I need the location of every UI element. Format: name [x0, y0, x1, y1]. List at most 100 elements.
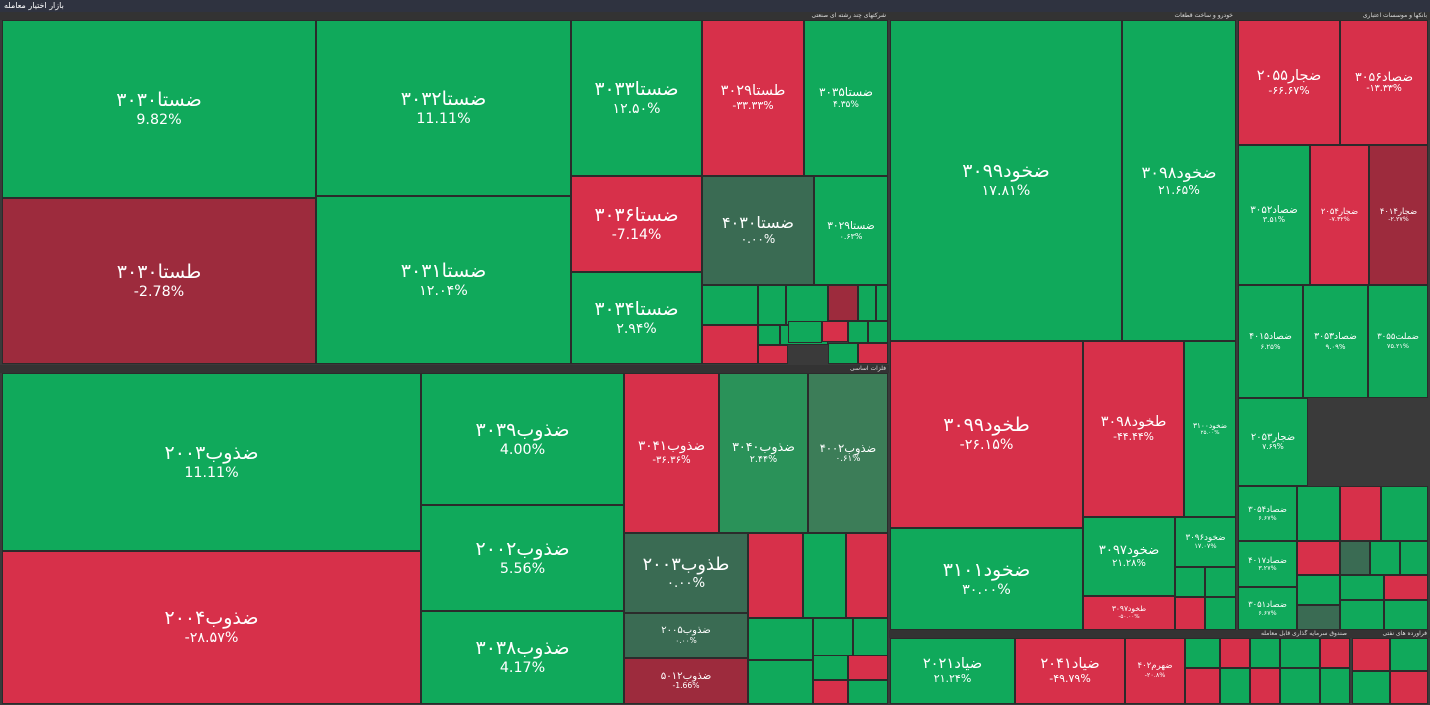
- tile: [813, 618, 853, 660]
- tile-change: ۹.۰۹%: [1325, 342, 1346, 351]
- tile-name: ضصاد۳۰۵۴: [1248, 504, 1287, 515]
- tile-change: -۲۰.۸%: [1144, 671, 1166, 680]
- tile: [848, 680, 888, 704]
- tile-name: ضصاد۳۰۵۲: [1250, 203, 1298, 216]
- tile: ضیاد۲۰۲۱ ۲۱.۲۴%: [890, 638, 1015, 704]
- tile-name: ضذوب۲۰۰۳: [164, 441, 259, 464]
- tile: [828, 343, 858, 364]
- tile-name: طخود۳۰۹۸: [1100, 414, 1167, 431]
- tile-change: -1.66%: [672, 681, 700, 691]
- sector-title: فلزات اساسی: [0, 365, 889, 373]
- tile-name: ضذوب۳۰۴۱: [637, 438, 706, 455]
- tile: [748, 533, 803, 618]
- tile: ضذوب۵۰۱۲ -1.66%: [624, 658, 748, 704]
- tile-change: -۲۶.۱۵%: [959, 437, 1014, 454]
- tile: [1352, 638, 1390, 671]
- tile: [1381, 486, 1428, 541]
- tile: ضخود۳۰۹۸ ۲۱.۶۵%: [1122, 20, 1236, 341]
- tile: [1280, 638, 1320, 668]
- tile: [848, 321, 868, 343]
- tile: [828, 285, 858, 321]
- tile: [702, 325, 758, 364]
- tile: [1250, 638, 1280, 668]
- tile-change: -۴۴.۴۴%: [1113, 430, 1154, 444]
- tile: طذوب۲۰۰۳ ۰.۰۰%: [624, 533, 748, 613]
- tile: [876, 285, 888, 321]
- tile: [1175, 597, 1205, 630]
- tile: ضخود۳۰۹۶ ۱۷.۰۷%: [1175, 517, 1236, 567]
- tile: [1175, 567, 1205, 597]
- tile-change: ۲۱.۲۸%: [1112, 558, 1146, 570]
- tile-name: ضستا۳۰۳۶: [594, 205, 679, 227]
- tile-change: -۵۰.۰۰%: [1118, 614, 1140, 621]
- tile: [858, 343, 888, 364]
- tile: [1352, 671, 1390, 704]
- tile: ضذوب۳۰۴۱ -۳۶.۳۶%: [624, 373, 719, 533]
- tile-name: ضستا۳۰۳۴: [594, 299, 679, 321]
- tile: ضجار۲۰۵۵ -۶۶.۶۷%: [1238, 20, 1340, 145]
- tile: [848, 655, 888, 680]
- tile-name: ضستا۳۰۳۰: [116, 88, 202, 111]
- tile-change: ۰.۰۰%: [675, 635, 697, 645]
- tile-name: ضصاد۳۰۵۳: [1314, 331, 1357, 343]
- tile: [1297, 541, 1340, 575]
- tile: ضستا۳۰۳۳ ۱۲.۵۰%: [571, 20, 702, 176]
- tile: [1320, 638, 1350, 668]
- tile-change: 4.17%: [499, 660, 546, 677]
- tile-change: -۳۶.۳۶%: [652, 454, 691, 466]
- tile: ضذوب۳۰۴۰ ۲.۴۴%: [719, 373, 808, 533]
- tile-name: ضستا۳۰۳۵: [819, 84, 873, 99]
- tile-change: -۳۳.۳۳%: [732, 99, 774, 113]
- tile: [1205, 567, 1236, 597]
- tile: ضصاد۳۰۵۶ -۱۳.۳۳%: [1340, 20, 1428, 145]
- tile: ضذوب۲۰۰۵ ۰.۰۰%: [624, 613, 748, 658]
- tile: ضخود۳۱۰۰ ۲۵.۰۰%: [1184, 341, 1236, 517]
- tile: [758, 345, 788, 364]
- tile-change: ۳۰.۰۰%: [962, 581, 1011, 598]
- tile-change: ۲۵.۰۰%: [1200, 430, 1220, 437]
- tile: ضستا۳۰۳۶ -7.14%: [571, 176, 702, 272]
- tile: [1297, 605, 1340, 630]
- sector-title: بانکها و موسسات اعتباری: [1236, 12, 1430, 20]
- tile: ضصاد۳۰۵۱ ۶.۶۷%: [1238, 587, 1297, 630]
- tile-change: 5.56%: [499, 560, 546, 577]
- tile-change: ۰.۶۱%: [835, 453, 861, 464]
- tile-name: طستا۳۰۲۹: [720, 82, 786, 100]
- tile: [758, 325, 780, 345]
- sector-title: خودرو و ساخت قطعات: [889, 12, 1236, 20]
- tile-name: ضصاد۳۰۵۱: [1248, 599, 1287, 610]
- tile-name: ضجار۲۰۵۵: [1256, 66, 1322, 84]
- tile: ضیاد۲۰۴۱ -۴۹.۷۹%: [1015, 638, 1125, 704]
- tile: ضخود۳۰۹۹ ۱۷.۸۱%: [890, 20, 1122, 341]
- tile-name: ضصاد۳۰۵۶: [1355, 68, 1413, 84]
- tile-name: ضذوب۳۰۳۸: [475, 637, 570, 660]
- tile-change: -2.78%: [133, 283, 185, 300]
- tile-change: 11.11%: [416, 110, 471, 127]
- tile-name: ضذوب۳۰۳۹: [475, 418, 570, 441]
- tile-name: طستا۳۰۳۰: [116, 260, 202, 283]
- tile: ضصاد۳۰۵۴ ۶.۶۷%: [1238, 486, 1297, 541]
- tile-name: ضیاد۲۰۴۱: [1040, 655, 1100, 673]
- tile-name: ضستا۴۰۳۰: [722, 213, 794, 233]
- tile: [1340, 541, 1370, 575]
- tile-name: ضجار۲۰۵۴: [1320, 205, 1359, 216]
- tile: ضستا۳۰۳۴ ۲.۹۴%: [571, 272, 702, 364]
- tile-change: ۶.۲۵%: [1260, 342, 1281, 351]
- tile: [858, 285, 876, 321]
- sector-title: صندوق سرمایه گذاری قابل معامله: [889, 630, 1350, 638]
- tile-change: -۶۶.۶۷%: [1268, 83, 1310, 97]
- tile-name: ضستا۳۰۳۳: [594, 79, 679, 101]
- tile: ضملت۳۰۵۵ ۷۵.۲۱%: [1368, 285, 1428, 398]
- tile-change: -۲۸.۵۷%: [184, 630, 239, 647]
- tile: ضذوب۲۰۰۲ 5.56%: [421, 505, 624, 611]
- tile: [1250, 668, 1280, 704]
- tile-change: ۱۲.۰۴%: [419, 282, 468, 299]
- tile: [803, 533, 846, 618]
- tile: [822, 321, 848, 342]
- tile-change: ۳.۲۷%: [1258, 565, 1277, 573]
- tile: [748, 660, 813, 704]
- tile-name: ضذوب۵۰۱۲: [660, 670, 712, 682]
- tile-change: ۳.۵۱%: [1262, 215, 1286, 225]
- tile: [846, 533, 888, 618]
- tile: ضستا۳۰۳۵ ۴.۳۵%: [804, 20, 888, 176]
